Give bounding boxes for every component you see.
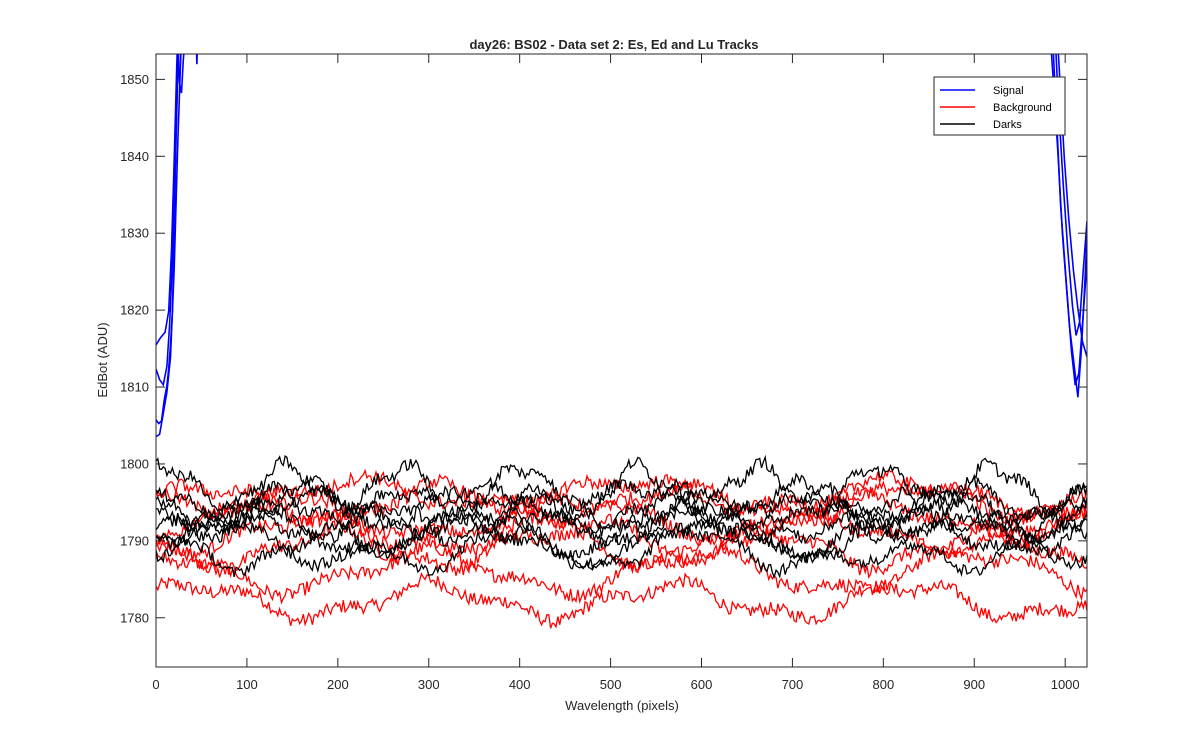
y-axis-label: EdBot (ADU) — [95, 322, 110, 397]
y-axis: 1780 1790 1800 1810 1820 1830 1840 1850 — [120, 72, 1087, 625]
legend-label: Signal — [993, 85, 1024, 97]
series-line-signal — [156, 54, 178, 346]
series-line-signal — [156, 54, 180, 387]
legend-label: Darks — [993, 119, 1022, 131]
legend-label: Background — [993, 102, 1052, 114]
series-line-darks — [156, 508, 1087, 574]
x-tick-label: 900 — [963, 677, 985, 692]
legend: Signal Background Darks — [933, 76, 1066, 136]
plot-area-frame — [155, 53, 1088, 668]
y-tick-label: 1780 — [120, 610, 149, 625]
plot-series-layer — [156, 54, 1087, 629]
x-tick-label: 0 — [152, 677, 159, 692]
series-line-darks — [156, 477, 1087, 531]
y-tick-label: 1790 — [120, 533, 149, 548]
y-tick-label: 1850 — [120, 72, 149, 87]
x-tick-label: 200 — [327, 677, 349, 692]
x-tick-label: 100 — [236, 677, 258, 692]
y-tick-label: 1800 — [120, 456, 149, 471]
x-tick-label: 600 — [691, 677, 713, 692]
x-tick-label: 300 — [418, 677, 440, 692]
x-tick-label: 800 — [872, 677, 894, 692]
series-line-signal — [177, 54, 185, 94]
series-line-signal — [156, 54, 182, 438]
y-tick-label: 1830 — [120, 226, 149, 241]
y-tick-label: 1820 — [120, 303, 149, 318]
chart-title: day26: BS02 - Data set 2: Es, Ed and Lu … — [469, 37, 758, 52]
series-line-signal — [1052, 54, 1087, 398]
y-tick-label: 1810 — [120, 380, 149, 395]
x-tick-label: 400 — [509, 677, 531, 692]
y-tick-label: 1840 — [120, 149, 149, 164]
series-line-signal — [195, 54, 198, 65]
x-tick-label: 500 — [600, 677, 622, 692]
x-tick-label: 1000 — [1051, 677, 1080, 692]
series-line-darks — [156, 517, 1087, 579]
x-axis: 0 100 200 300 400 500 600 700 800 900 1000 — [152, 54, 1080, 692]
x-tick-label: 700 — [782, 677, 804, 692]
series-line-background — [156, 572, 1087, 629]
x-axis-label: Wavelength (pixels) — [565, 698, 679, 713]
legend-box — [933, 76, 1066, 136]
series-line-background — [156, 473, 1087, 532]
series-line-signal — [1055, 54, 1087, 336]
